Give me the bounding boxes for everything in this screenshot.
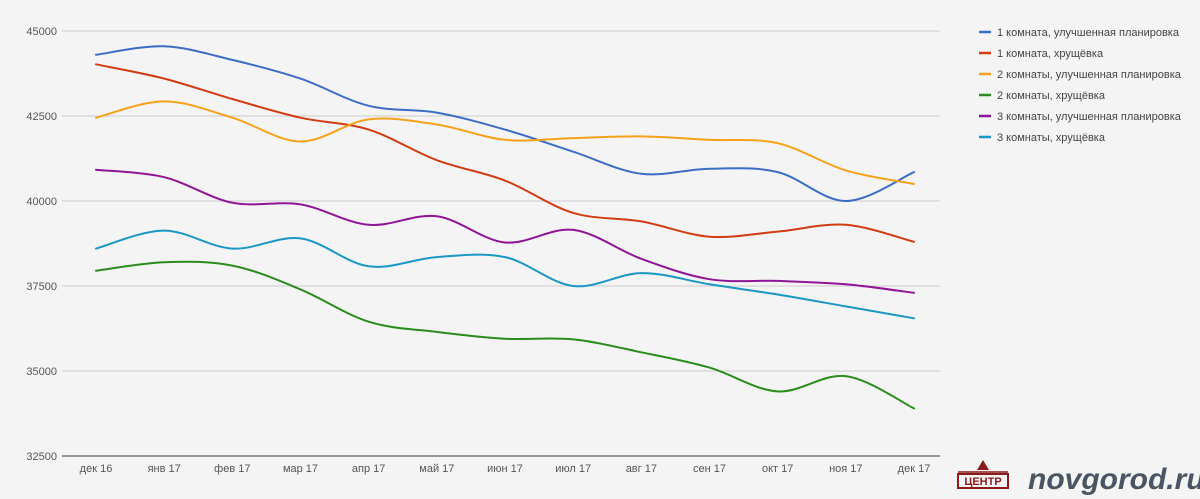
y-tick-label: 32500 xyxy=(26,451,57,463)
series-lines xyxy=(95,45,915,410)
x-tick-label: апр 17 xyxy=(352,463,385,475)
series-line-3 xyxy=(95,100,915,185)
x-tick-label: июл 17 xyxy=(555,463,591,475)
legend-label: 1 комната, улучшенная планировка xyxy=(997,27,1180,39)
x-tick-label: май 17 xyxy=(419,463,454,475)
logo-label: ЦЕНТР xyxy=(964,476,1001,488)
series-line-4 xyxy=(95,260,915,410)
legend: 1 комната, улучшенная планировка 1 комнат… xyxy=(979,27,1182,144)
x-tick-label: мар 17 xyxy=(283,463,318,475)
y-tick-label: 42500 xyxy=(26,111,57,123)
x-tick-label: дек 16 xyxy=(80,463,113,475)
x-axis-ticks: дек 16 янв 17 фев 17 мар 17 апр 17 май 17 июн … xyxy=(80,463,931,475)
series-line-5 xyxy=(95,168,915,294)
x-tick-label: сен 17 xyxy=(693,463,726,475)
gridlines xyxy=(62,30,940,457)
x-tick-label: окт 17 xyxy=(762,463,793,475)
x-tick-label: ноя 17 xyxy=(829,463,862,475)
x-tick-label: авг 17 xyxy=(626,463,657,475)
series-line-6 xyxy=(95,229,915,320)
y-tick-label: 35000 xyxy=(26,366,57,378)
y-tick-label: 45000 xyxy=(26,26,57,38)
y-tick-label: 37500 xyxy=(26,281,57,293)
centr-logo: ЦЕНТР xyxy=(957,460,1009,489)
x-tick-label: янв 17 xyxy=(148,463,181,475)
x-tick-label: июн 17 xyxy=(487,463,523,475)
y-tick-label: 40000 xyxy=(26,196,57,208)
y-axis-ticks: 32500 35000 37500 40000 42500 45000 xyxy=(26,26,57,463)
x-tick-label: фев 17 xyxy=(214,463,250,475)
legend-label: 2 комнаты, хрущёвка xyxy=(997,90,1106,102)
legend-label: 3 комнаты, улучшенная планировка xyxy=(997,111,1182,123)
x-tick-label: дек 17 xyxy=(898,463,931,475)
legend-label: 1 комната, хрущёвка xyxy=(997,48,1104,60)
legend-label: 2 комнаты, улучшенная планировка xyxy=(997,69,1182,81)
site-name: novgorod.ru xyxy=(1028,463,1200,496)
legend-label: 3 комнаты, хрущёвка xyxy=(997,132,1106,144)
series-line-2 xyxy=(95,63,915,243)
watermark: ЦЕНТР novgorod.ru xyxy=(957,460,1200,496)
series-line-1 xyxy=(95,45,915,202)
